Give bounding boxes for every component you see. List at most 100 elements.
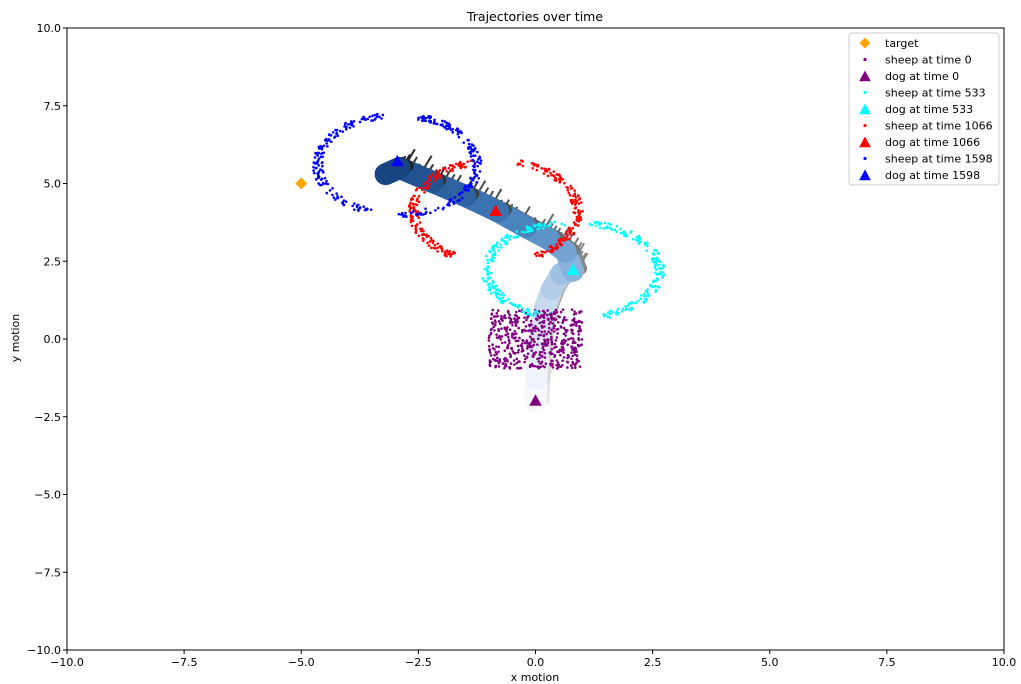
sheep-point bbox=[433, 179, 436, 183]
sheep-point bbox=[441, 207, 445, 211]
sheep-point bbox=[650, 285, 654, 289]
sheep-point bbox=[423, 191, 426, 194]
sheep-point bbox=[555, 336, 559, 339]
sheep-point bbox=[523, 230, 527, 234]
sheep-point bbox=[487, 339, 491, 342]
sheep-point bbox=[420, 229, 423, 233]
sheep-point bbox=[508, 341, 511, 345]
sheep-point bbox=[414, 213, 418, 216]
sheep-point bbox=[380, 117, 383, 120]
sheep-point bbox=[493, 358, 497, 362]
sheep-point bbox=[516, 306, 520, 309]
sheep-point bbox=[324, 182, 328, 185]
sheep-point bbox=[345, 125, 348, 129]
sheep-point bbox=[656, 252, 660, 255]
sheep-point bbox=[506, 332, 510, 336]
sheep-point bbox=[525, 225, 529, 228]
sheep-point bbox=[562, 332, 566, 336]
sheep-point bbox=[317, 147, 321, 150]
sheep-point bbox=[579, 215, 583, 219]
sheep-point bbox=[560, 345, 564, 349]
sheep-point bbox=[487, 283, 491, 287]
sheep-point bbox=[516, 235, 519, 239]
sheep-point bbox=[481, 277, 484, 280]
sheep-point bbox=[314, 151, 317, 155]
sheep-point bbox=[570, 366, 574, 370]
sheep-point bbox=[526, 344, 529, 348]
sheep-point bbox=[505, 240, 509, 244]
sheep-point bbox=[450, 164, 453, 167]
sheep-point bbox=[530, 162, 534, 165]
sheep-point bbox=[552, 326, 556, 330]
sheep-point bbox=[528, 324, 531, 328]
sheep-point bbox=[419, 211, 423, 215]
sheep-point bbox=[550, 359, 553, 362]
sheep-point bbox=[338, 129, 342, 133]
sheep-point bbox=[400, 211, 404, 215]
sheep-point bbox=[513, 363, 516, 366]
sheep-point bbox=[501, 296, 505, 300]
sheep-point bbox=[537, 360, 541, 363]
sheep-point bbox=[568, 228, 571, 232]
sheep-point bbox=[638, 236, 642, 240]
dog-marker bbox=[390, 154, 404, 167]
sheep-point bbox=[547, 318, 550, 322]
sheep-point bbox=[440, 247, 444, 251]
sheep-point bbox=[335, 128, 339, 132]
sheep-point bbox=[479, 162, 482, 165]
sheep-point bbox=[487, 336, 491, 340]
sheep-point bbox=[539, 333, 543, 337]
sheep-point bbox=[540, 224, 543, 227]
sheep-point bbox=[422, 229, 425, 233]
sheep-point bbox=[568, 237, 571, 241]
sheep-point bbox=[580, 338, 584, 341]
sheep-point bbox=[375, 115, 379, 118]
sheep-point bbox=[414, 228, 418, 232]
sheep-point bbox=[567, 226, 571, 230]
sheep-point bbox=[569, 337, 573, 340]
sheep-point bbox=[551, 366, 555, 369]
sheep-point bbox=[572, 313, 576, 316]
sheep-point bbox=[404, 214, 408, 218]
sheep-point bbox=[415, 203, 419, 207]
sheep-point bbox=[521, 159, 524, 163]
sheep-point bbox=[489, 292, 493, 295]
sheep-point bbox=[554, 308, 558, 312]
sheep-point bbox=[561, 308, 565, 311]
sheep-point bbox=[462, 141, 466, 144]
sheep-point bbox=[515, 357, 519, 361]
sheep-point bbox=[573, 211, 577, 215]
sheep-point bbox=[545, 313, 549, 317]
sheep-points bbox=[312, 112, 666, 370]
sheep-point bbox=[603, 221, 607, 225]
sheep-point bbox=[542, 172, 546, 175]
sheep-point bbox=[655, 273, 659, 276]
sheep-point bbox=[487, 271, 491, 274]
sheep-point bbox=[571, 341, 575, 345]
sheep-point bbox=[579, 210, 583, 213]
sheep-point bbox=[460, 164, 464, 167]
sheep-group bbox=[312, 112, 483, 219]
sheep-point bbox=[555, 363, 558, 367]
sheep-point bbox=[322, 144, 326, 148]
sheep-point bbox=[526, 352, 530, 356]
sheep-point bbox=[469, 183, 473, 187]
sheep-point bbox=[528, 343, 531, 347]
sheep-point bbox=[321, 161, 324, 164]
sheep-point bbox=[571, 227, 575, 230]
sheep-point bbox=[543, 167, 546, 171]
sheep-point bbox=[362, 115, 365, 119]
sheep-point bbox=[528, 345, 532, 349]
sheep-point bbox=[534, 326, 537, 330]
sheep-point bbox=[319, 178, 323, 181]
sheep-point bbox=[443, 250, 447, 254]
sheep-point bbox=[531, 332, 534, 335]
sheep-point bbox=[549, 312, 552, 316]
y-tick-label: 2.5 bbox=[44, 255, 62, 268]
sheep-point bbox=[627, 303, 630, 307]
sheep-point bbox=[564, 334, 567, 337]
sheep-point bbox=[474, 146, 477, 150]
sheep-point bbox=[434, 209, 437, 212]
sheep-point bbox=[534, 351, 538, 354]
sheep-point bbox=[503, 366, 506, 370]
